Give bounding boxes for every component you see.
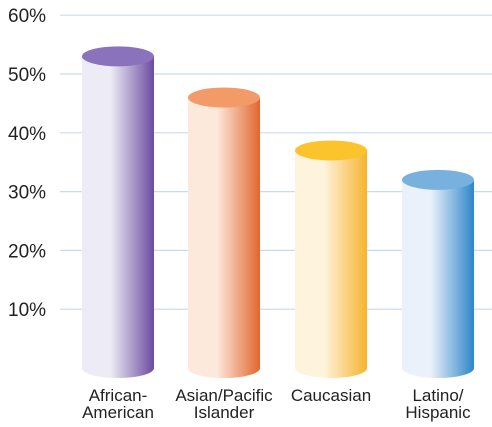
x-category-label: African-: [89, 386, 148, 405]
y-tick-label: 60%: [8, 6, 46, 27]
y-axis-tick-labels: 10% 20% 30% 40% 50% 60%: [8, 6, 46, 321]
bar-1: [82, 46, 154, 378]
x-category-label: Caucasian: [291, 386, 371, 405]
y-tick-label: 40%: [8, 124, 46, 145]
bar-4: [402, 169, 474, 378]
bars: [82, 46, 474, 379]
x-category-label: Asian/Pacific: [175, 386, 273, 405]
y-tick-label: 20%: [8, 241, 46, 262]
bar-top: [82, 46, 154, 67]
bar-body: [82, 56, 154, 378]
bar-body: [188, 97, 260, 379]
bar-body: [402, 179, 474, 378]
bar-top: [402, 169, 474, 190]
x-category-label: Latino/: [412, 386, 463, 405]
x-category-label: Hispanic: [405, 403, 471, 422]
y-tick-label: 50%: [8, 65, 46, 86]
x-category-label: Islander: [194, 403, 255, 422]
bar-top: [295, 140, 367, 161]
y-tick-label: 30%: [8, 183, 46, 204]
bar-3: [295, 140, 367, 378]
bar-2: [188, 87, 260, 379]
x-category-label: American: [82, 403, 154, 422]
bar-body: [295, 150, 367, 378]
bar-top: [188, 87, 260, 108]
y-tick-label: 10%: [8, 300, 46, 321]
